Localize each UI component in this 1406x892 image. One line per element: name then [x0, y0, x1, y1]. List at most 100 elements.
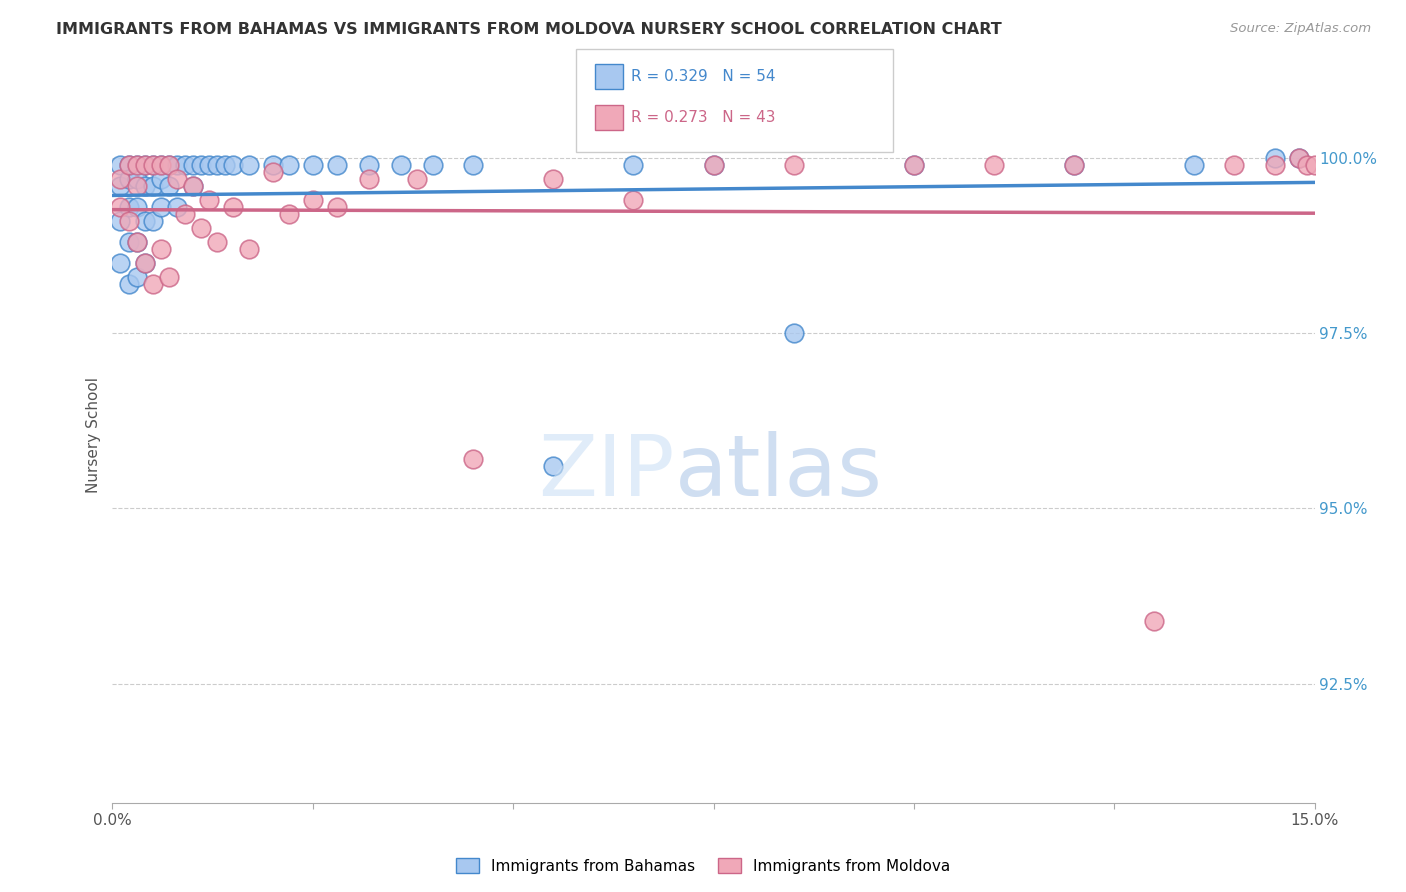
- Point: [149, 242, 172, 256]
- Point: [181, 179, 204, 194]
- Point: [181, 158, 204, 172]
- Point: [222, 158, 245, 172]
- Point: [125, 158, 148, 172]
- Point: [190, 221, 212, 235]
- Point: [1288, 151, 1310, 165]
- Point: [117, 200, 139, 214]
- Point: [166, 172, 188, 186]
- Point: [903, 158, 925, 172]
- Point: [782, 326, 804, 341]
- Point: [1063, 158, 1085, 172]
- Point: [326, 200, 349, 214]
- Point: [238, 158, 260, 172]
- Point: [1223, 158, 1246, 172]
- Point: [983, 158, 1005, 172]
- Point: [117, 235, 139, 249]
- Point: [197, 193, 219, 207]
- Point: [117, 214, 139, 228]
- Text: atlas: atlas: [675, 431, 883, 515]
- Point: [117, 158, 139, 172]
- Point: [302, 193, 325, 207]
- Point: [1143, 614, 1166, 628]
- Point: [357, 172, 380, 186]
- Point: [110, 200, 132, 214]
- Point: [461, 452, 484, 467]
- Point: [277, 207, 299, 221]
- Point: [1288, 151, 1310, 165]
- Point: [190, 158, 212, 172]
- Point: [389, 158, 412, 172]
- Point: [238, 242, 260, 256]
- Point: [141, 158, 163, 172]
- Point: [141, 158, 163, 172]
- Point: [110, 158, 132, 172]
- Point: [1295, 158, 1317, 172]
- Point: [302, 158, 325, 172]
- Point: [214, 158, 236, 172]
- Point: [903, 158, 925, 172]
- Point: [406, 172, 429, 186]
- Point: [621, 158, 644, 172]
- Point: [110, 179, 132, 194]
- Point: [181, 179, 204, 194]
- Point: [205, 235, 228, 249]
- Point: [149, 200, 172, 214]
- Text: IMMIGRANTS FROM BAHAMAS VS IMMIGRANTS FROM MOLDOVA NURSERY SCHOOL CORRELATION CH: IMMIGRANTS FROM BAHAMAS VS IMMIGRANTS FR…: [56, 22, 1002, 37]
- Point: [262, 165, 284, 179]
- Point: [166, 200, 188, 214]
- Point: [134, 179, 156, 194]
- Point: [1063, 158, 1085, 172]
- Point: [110, 256, 132, 270]
- Point: [141, 214, 163, 228]
- Point: [141, 179, 163, 194]
- Point: [1184, 158, 1206, 172]
- Point: [117, 277, 139, 292]
- Point: [149, 158, 172, 172]
- Point: [125, 235, 148, 249]
- Point: [326, 158, 349, 172]
- Point: [157, 158, 180, 172]
- Point: [125, 270, 148, 285]
- Point: [110, 172, 132, 186]
- Point: [117, 158, 139, 172]
- Point: [157, 179, 180, 194]
- Point: [134, 214, 156, 228]
- Y-axis label: Nursery School: Nursery School: [86, 376, 101, 493]
- Point: [125, 235, 148, 249]
- Point: [157, 270, 180, 285]
- Point: [110, 214, 132, 228]
- Point: [134, 158, 156, 172]
- Point: [702, 158, 725, 172]
- Point: [141, 277, 163, 292]
- Point: [277, 158, 299, 172]
- Point: [157, 158, 180, 172]
- Point: [422, 158, 444, 172]
- Legend: Immigrants from Bahamas, Immigrants from Moldova: Immigrants from Bahamas, Immigrants from…: [450, 852, 956, 880]
- Point: [621, 193, 644, 207]
- Point: [1264, 151, 1286, 165]
- Point: [1303, 158, 1326, 172]
- Point: [149, 158, 172, 172]
- Point: [782, 158, 804, 172]
- Point: [125, 172, 148, 186]
- Point: [125, 200, 148, 214]
- Point: [173, 207, 195, 221]
- Text: Source: ZipAtlas.com: Source: ZipAtlas.com: [1230, 22, 1371, 36]
- Point: [134, 256, 156, 270]
- Point: [205, 158, 228, 172]
- Point: [166, 158, 188, 172]
- Point: [1264, 158, 1286, 172]
- Point: [117, 172, 139, 186]
- Point: [125, 158, 148, 172]
- Point: [461, 158, 484, 172]
- Text: R = 0.273   N = 43: R = 0.273 N = 43: [631, 111, 776, 126]
- Point: [197, 158, 219, 172]
- Text: R = 0.329   N = 54: R = 0.329 N = 54: [631, 69, 776, 84]
- Point: [134, 158, 156, 172]
- Point: [222, 200, 245, 214]
- Point: [125, 179, 148, 194]
- Point: [357, 158, 380, 172]
- Point: [149, 172, 172, 186]
- Point: [543, 459, 565, 474]
- Point: [173, 158, 195, 172]
